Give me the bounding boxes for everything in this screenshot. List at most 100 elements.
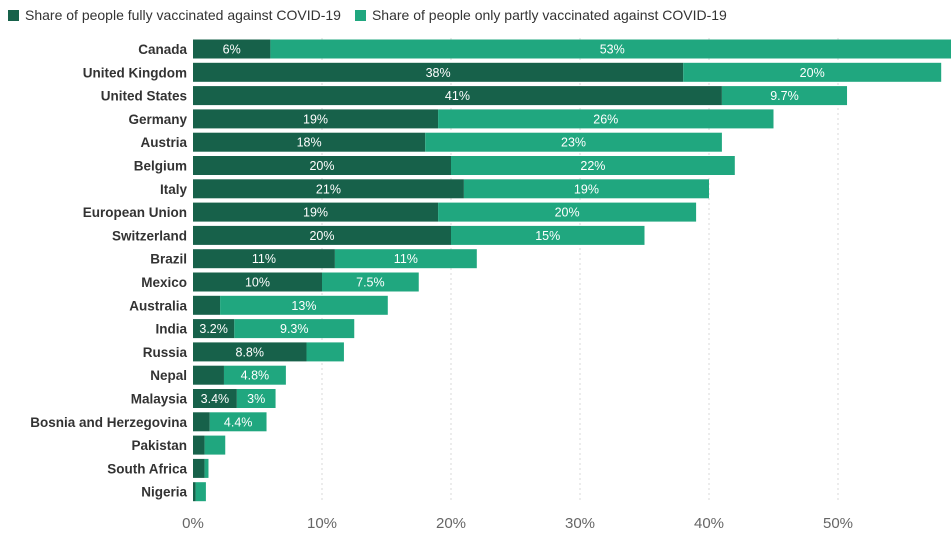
category-label: Nepal	[150, 368, 187, 383]
bar-fully-vaccinated	[193, 435, 205, 455]
category-label: Germany	[128, 112, 187, 127]
bar-partly-vaccinated	[220, 295, 388, 315]
x-tick-label: 50%	[823, 515, 853, 532]
bar-fully-vaccinated	[193, 179, 464, 199]
category-label: United States	[101, 89, 187, 104]
data-label-fully: 3.4%	[201, 392, 230, 406]
bar-fully-vaccinated	[193, 342, 307, 362]
data-label-fully: 19%	[303, 112, 328, 126]
data-label-fully: 3.2%	[199, 322, 228, 336]
data-label-fully: 8.8%	[236, 345, 265, 359]
bar-fully-vaccinated	[193, 249, 335, 269]
bar-fully-vaccinated	[193, 458, 205, 478]
bar-partly-vaccinated	[234, 319, 355, 339]
category-label: Switzerland	[112, 228, 187, 243]
chart-legend: Share of people fully vaccinated against…	[8, 4, 741, 26]
category-label: Russia	[143, 345, 188, 360]
category-label: India	[155, 322, 187, 337]
bar-partly-vaccinated	[195, 482, 206, 502]
data-label-fully: 19%	[303, 206, 328, 220]
legend-label-fully: Share of people fully vaccinated against…	[25, 7, 341, 23]
data-label-partly: 9.3%	[280, 322, 309, 336]
bar-fully-vaccinated	[193, 365, 224, 385]
data-label-partly: 19%	[574, 182, 599, 196]
data-label-fully: 11%	[252, 252, 276, 266]
category-label: Pakistan	[131, 438, 187, 453]
category-label: Australia	[129, 298, 187, 313]
category-label: Malaysia	[131, 392, 188, 407]
category-label: Brazil	[150, 252, 187, 267]
bar-fully-vaccinated	[193, 319, 235, 339]
bar-fully-vaccinated	[193, 202, 439, 222]
bar-partly-vaccinated	[463, 179, 709, 199]
data-label-fully: 10%	[245, 276, 270, 290]
x-tick-label: 30%	[565, 515, 595, 532]
data-label-partly: 53%	[600, 43, 625, 57]
data-label-fully: 20%	[309, 229, 334, 243]
bar-partly-vaccinated	[204, 435, 226, 455]
bar-partly-vaccinated	[322, 272, 419, 292]
bar-partly-vaccinated	[425, 132, 722, 152]
bar-fully-vaccinated	[193, 389, 237, 408]
data-label-partly: 15%	[535, 229, 560, 243]
bar-fully-vaccinated	[193, 156, 451, 175]
bar-fully-vaccinated	[193, 109, 439, 129]
category-label: Bosnia and Herzegovina	[30, 415, 187, 430]
legend-item-partly: Share of people only partly vaccinated a…	[354, 7, 727, 23]
bar-partly-vaccinated	[451, 225, 645, 245]
data-label-partly: 13%	[291, 299, 316, 313]
category-label: European Union	[83, 205, 187, 220]
data-label-fully: 18%	[297, 136, 322, 150]
bar-partly-vaccinated	[236, 389, 276, 408]
legend-label-partly: Share of people only partly vaccinated a…	[371, 7, 727, 23]
category-label: South Africa	[107, 461, 187, 476]
data-label-partly: 7.5%	[356, 276, 385, 290]
x-tick-label: 10%	[307, 515, 337, 532]
bar-partly-vaccinated	[204, 458, 209, 478]
data-label-fully: 21%	[316, 182, 341, 196]
bar-partly-vaccinated	[451, 156, 735, 175]
data-label-fully: 38%	[426, 66, 451, 80]
bar-partly-vaccinated	[334, 249, 477, 269]
legend-swatch-partly	[354, 9, 366, 21]
bar-fully-vaccinated	[193, 86, 722, 106]
bar-partly-vaccinated	[270, 39, 951, 59]
data-label-partly: 4.4%	[224, 415, 253, 429]
bar-fully-vaccinated	[193, 225, 451, 245]
bar-fully-vaccinated	[193, 412, 210, 432]
bar-fully-vaccinated	[193, 295, 221, 315]
category-label: United Kingdom	[83, 65, 187, 80]
data-label-partly: 20%	[800, 66, 825, 80]
bar-partly-vaccinated	[438, 202, 697, 222]
legend-item-fully: Share of people fully vaccinated against…	[8, 7, 341, 23]
x-tick-label: 0%	[182, 515, 204, 532]
bar-partly-vaccinated	[438, 109, 774, 129]
bar-fully-vaccinated	[193, 39, 271, 59]
data-label-fully: 41%	[445, 89, 470, 103]
data-label-partly: 4.8%	[241, 369, 270, 383]
bar-fully-vaccinated	[193, 132, 426, 152]
category-label: Belgium	[134, 159, 187, 174]
data-label-partly: 3%	[247, 392, 265, 406]
data-label-partly: 11%	[394, 252, 418, 266]
bar-fully-vaccinated	[193, 482, 196, 502]
legend-swatch-fully	[8, 9, 19, 21]
data-label-fully: 20%	[309, 159, 334, 173]
bar-partly-vaccinated	[721, 86, 848, 106]
data-label-partly: 20%	[555, 206, 580, 220]
bar-partly-vaccinated	[223, 365, 286, 385]
category-label: Mexico	[141, 275, 187, 290]
category-label: Nigeria	[141, 485, 187, 500]
data-label-partly: 23%	[561, 136, 586, 150]
data-label-partly: 26%	[593, 112, 618, 126]
x-tick-label: 40%	[694, 515, 724, 532]
data-label-fully: 6%	[223, 43, 241, 57]
bar-partly-vaccinated	[306, 342, 344, 362]
category-label: Italy	[160, 182, 188, 197]
bar-partly-vaccinated	[209, 412, 267, 432]
bar-partly-vaccinated	[683, 62, 942, 82]
category-label: Canada	[138, 42, 187, 57]
x-tick-label: 20%	[436, 515, 466, 532]
bar-fully-vaccinated	[193, 62, 684, 82]
